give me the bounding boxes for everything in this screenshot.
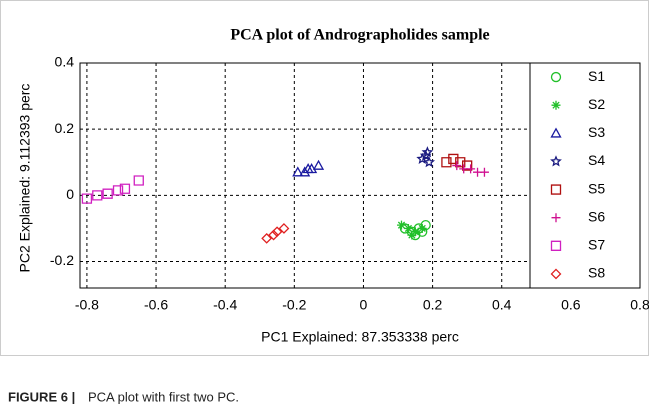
data-point — [455, 157, 466, 168]
data-point — [102, 188, 113, 199]
x-tick-label: 0.6 — [561, 297, 581, 313]
x-tick-label: -0.8 — [75, 297, 99, 313]
data-point — [112, 185, 124, 196]
data-point — [292, 166, 304, 177]
data-point — [81, 193, 93, 204]
caption-label: FIGURE 6 | — [8, 389, 75, 404]
legend-marker — [551, 213, 561, 223]
legend-label: S4 — [588, 152, 605, 168]
x-tick-label: 0.4 — [492, 297, 512, 313]
legend-label: S1 — [588, 68, 605, 84]
legend-label: S5 — [588, 180, 605, 196]
data-point — [479, 167, 489, 177]
data-point — [441, 157, 452, 168]
legend-marker — [551, 100, 561, 110]
data-point — [133, 175, 144, 186]
y-tick-label: 0.4 — [55, 54, 75, 70]
x-axis-label: PC1 Explained: 87.353338 perc — [261, 329, 459, 345]
x-tick-label: 0.8 — [630, 297, 649, 313]
data-point — [119, 183, 131, 194]
legend-label: S3 — [588, 124, 605, 140]
data-point — [423, 156, 436, 168]
y-axis-label: PC2 Explained: 9.112393 perc — [17, 84, 33, 273]
y-tick-label: 0 — [66, 186, 74, 202]
legend-marker — [550, 268, 562, 280]
data-point — [421, 146, 434, 158]
legend-marker — [550, 127, 562, 138]
x-tick-label: -0.2 — [282, 297, 306, 313]
data-point — [312, 159, 325, 170]
y-tick-label: -0.2 — [50, 252, 74, 268]
legend-label: S2 — [588, 96, 605, 112]
data-point — [271, 226, 283, 238]
chart-title: PCA plot of Andrographolides sample — [230, 27, 489, 44]
data-point — [261, 232, 273, 244]
x-tick-label: 0 — [360, 297, 368, 313]
data-point — [452, 161, 462, 171]
legend-box — [529, 62, 641, 289]
legend-label: S8 — [588, 265, 605, 281]
data-point — [466, 164, 476, 174]
data-point — [302, 163, 314, 174]
data-point — [403, 223, 413, 233]
x-tick-label: -0.6 — [144, 297, 168, 313]
legend-marker — [550, 184, 562, 195]
data-point — [462, 160, 473, 171]
data-point — [396, 220, 406, 230]
x-tick-label: 0.2 — [423, 297, 443, 313]
legend-marker — [550, 71, 562, 83]
legend-label: S7 — [588, 237, 605, 253]
data-point — [268, 229, 279, 241]
y-tick-label: 0.2 — [55, 120, 75, 136]
data-point — [410, 227, 420, 237]
legend-marker — [550, 240, 562, 251]
data-point — [278, 223, 290, 234]
legend-label: S6 — [588, 208, 605, 224]
data-point — [419, 149, 432, 161]
legend-marker — [550, 155, 562, 167]
x-tick-label: -0.4 — [213, 297, 237, 313]
data-point — [448, 153, 459, 165]
data-point — [407, 230, 417, 240]
caption: PCA plot with first two PC. — [88, 389, 239, 404]
data-point — [92, 190, 103, 201]
data-point — [417, 223, 427, 233]
